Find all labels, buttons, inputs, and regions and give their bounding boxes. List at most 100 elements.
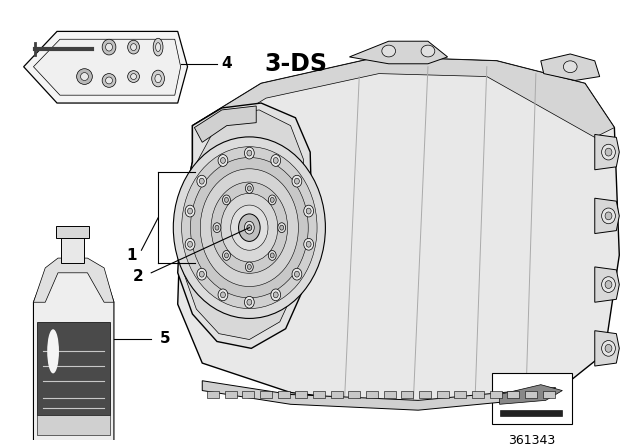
Ellipse shape <box>280 225 284 230</box>
Ellipse shape <box>221 194 278 262</box>
Ellipse shape <box>245 262 253 272</box>
Ellipse shape <box>225 198 228 202</box>
Ellipse shape <box>248 186 252 191</box>
Bar <box>278 391 289 398</box>
Ellipse shape <box>292 175 302 187</box>
Ellipse shape <box>245 184 253 194</box>
Ellipse shape <box>188 241 193 247</box>
Text: 5: 5 <box>159 331 170 346</box>
Ellipse shape <box>218 289 228 301</box>
Ellipse shape <box>185 205 195 217</box>
Bar <box>401 391 413 398</box>
Polygon shape <box>56 226 90 238</box>
Bar <box>454 391 466 398</box>
Ellipse shape <box>605 345 612 352</box>
Ellipse shape <box>247 299 252 305</box>
Ellipse shape <box>602 277 616 293</box>
Ellipse shape <box>244 296 254 308</box>
Ellipse shape <box>197 268 207 280</box>
Ellipse shape <box>47 329 59 373</box>
Polygon shape <box>500 385 563 404</box>
Ellipse shape <box>213 223 221 233</box>
Bar <box>207 391 219 398</box>
Bar <box>348 391 360 398</box>
Polygon shape <box>595 134 620 170</box>
Ellipse shape <box>268 250 276 260</box>
Bar <box>243 391 254 398</box>
Bar <box>37 415 110 435</box>
Ellipse shape <box>294 178 300 184</box>
Ellipse shape <box>239 214 260 241</box>
Ellipse shape <box>421 45 435 57</box>
Ellipse shape <box>81 73 88 81</box>
Ellipse shape <box>215 225 219 230</box>
Ellipse shape <box>188 208 193 214</box>
Text: 2: 2 <box>133 269 144 284</box>
Ellipse shape <box>185 238 195 250</box>
Ellipse shape <box>602 144 616 160</box>
Ellipse shape <box>156 43 161 52</box>
Ellipse shape <box>306 241 311 247</box>
Bar <box>490 391 502 398</box>
Polygon shape <box>202 381 556 410</box>
Ellipse shape <box>563 61 577 73</box>
Bar <box>508 391 519 398</box>
Polygon shape <box>349 41 447 64</box>
Ellipse shape <box>270 253 274 258</box>
Ellipse shape <box>127 71 140 82</box>
Ellipse shape <box>230 205 268 250</box>
Polygon shape <box>195 106 256 142</box>
Polygon shape <box>33 263 114 448</box>
Bar <box>472 391 484 398</box>
Ellipse shape <box>273 292 278 298</box>
Ellipse shape <box>221 292 225 298</box>
Ellipse shape <box>292 268 302 280</box>
Ellipse shape <box>270 198 274 202</box>
Ellipse shape <box>248 264 252 269</box>
Ellipse shape <box>106 77 113 84</box>
Polygon shape <box>595 198 620 233</box>
Text: 3-DS: 3-DS <box>264 52 327 76</box>
Ellipse shape <box>152 70 164 87</box>
Ellipse shape <box>278 223 285 233</box>
Bar <box>492 373 572 424</box>
Polygon shape <box>500 410 563 416</box>
Ellipse shape <box>218 155 228 166</box>
Polygon shape <box>595 331 620 366</box>
Polygon shape <box>595 267 620 302</box>
Ellipse shape <box>271 155 281 166</box>
Ellipse shape <box>191 158 308 298</box>
Bar <box>296 391 307 398</box>
Ellipse shape <box>271 289 281 301</box>
Ellipse shape <box>247 150 252 156</box>
Ellipse shape <box>244 221 254 234</box>
Polygon shape <box>178 103 312 349</box>
Ellipse shape <box>605 212 612 220</box>
Bar <box>37 322 110 415</box>
Polygon shape <box>33 258 114 302</box>
Ellipse shape <box>223 250 230 260</box>
Bar <box>419 391 431 398</box>
Ellipse shape <box>127 40 140 54</box>
Ellipse shape <box>225 253 228 258</box>
Polygon shape <box>33 39 180 95</box>
Ellipse shape <box>131 73 136 79</box>
Ellipse shape <box>182 146 317 309</box>
Ellipse shape <box>268 195 276 205</box>
Polygon shape <box>182 110 305 340</box>
Ellipse shape <box>102 73 116 87</box>
Ellipse shape <box>155 74 161 83</box>
Ellipse shape <box>199 178 204 184</box>
Bar <box>331 391 342 398</box>
Polygon shape <box>541 54 600 81</box>
Text: 4: 4 <box>221 56 232 71</box>
Ellipse shape <box>199 271 204 277</box>
Bar <box>313 391 325 398</box>
Polygon shape <box>178 57 620 407</box>
Ellipse shape <box>304 238 314 250</box>
Ellipse shape <box>605 148 612 156</box>
Bar <box>260 391 272 398</box>
Ellipse shape <box>102 39 116 55</box>
Ellipse shape <box>197 175 207 187</box>
Ellipse shape <box>106 43 113 51</box>
